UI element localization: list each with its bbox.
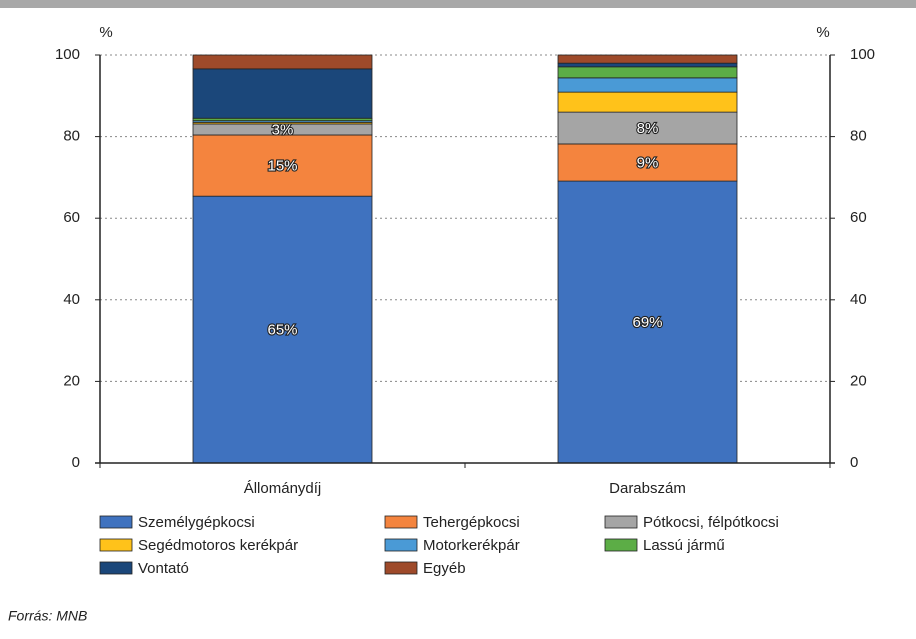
legend-label: Lassú jármű [643,537,725,554]
legend-label: Motorkerékpár [423,537,520,554]
bar-segment [557,77,738,93]
x-tick-label: Állománydíj [244,480,322,497]
legend-swatch [604,538,638,552]
value-label: 69% [632,314,662,331]
legend-swatch [99,538,133,552]
bar-segment [557,111,738,145]
legend-label: Egyéb [423,560,466,577]
bar-segment [192,195,373,464]
legend-swatch [99,561,133,575]
y-tick-label: 20 [63,372,80,389]
bar-segment [192,134,373,197]
y-tick-label: 60 [63,209,80,226]
y2-tick-label: 60 [850,209,867,226]
x-tick-label: Darabszám [609,480,686,497]
value-label: 65% [267,322,297,339]
top-band [0,0,916,8]
y-tick-label: 80 [63,128,80,145]
value-label: 9% [637,154,659,171]
value-label: 3% [272,121,294,138]
bar-segment [192,54,373,70]
legend-label: Pótkocsi, félpótkocsi [643,514,779,531]
bar-segment [192,68,373,119]
source: Forrás: MNB [8,608,87,624]
y2-tick-label: 80 [850,128,867,145]
legend-label: Segédmotoros kerékpár [138,537,298,554]
legend-swatch [384,561,418,575]
y2-tick-label: 20 [850,372,867,389]
bar-segment [557,54,738,64]
y-tick-label: 100 [55,46,80,63]
legend-swatch [99,515,133,529]
legend-label: Személygépkocsi [138,514,255,531]
y-tick-label: 0 [72,454,80,471]
y2-tick-label: 0 [850,454,858,471]
y-tick-label: 40 [63,291,80,308]
y2-tick-label: 40 [850,291,867,308]
legend-swatch [384,538,418,552]
legend-swatch [384,515,418,529]
y-axis-unit: % [99,24,112,41]
y2-tick-label: 100 [850,46,875,63]
y2-axis-unit: % [816,24,829,41]
bar-segment [557,91,738,113]
value-label: 8% [637,120,659,137]
legend-swatch [604,515,638,529]
bar-segment [557,143,738,182]
value-label: 15% [267,158,297,175]
legend-label: Vontató [138,560,189,577]
bar-segment [557,62,738,68]
legend-label: Tehergépkocsi [423,514,520,531]
bar-segment [557,66,738,79]
